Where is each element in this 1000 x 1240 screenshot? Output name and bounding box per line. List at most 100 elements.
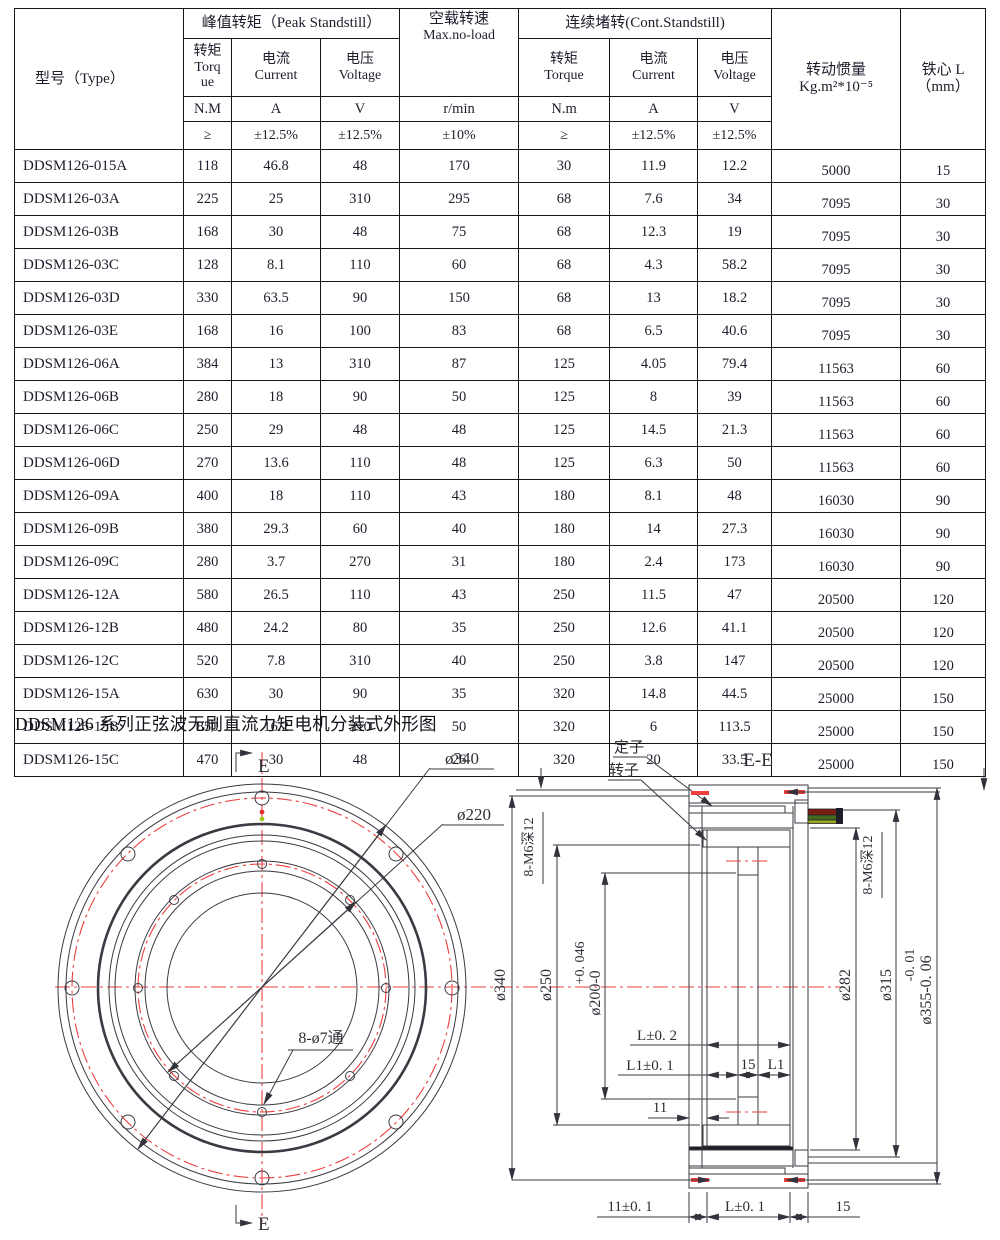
value-cell: 125 [518,446,611,480]
value-cell: 27.3 [697,512,773,546]
rotor-stem-bottom [737,1096,759,1126]
value-cell: 150 [900,743,987,777]
value-cell: 48 [319,743,401,777]
value-cell: 83 [399,314,520,348]
value-cell: 580 [183,578,232,612]
table-row: DDSM126-06A 384 13 310 87 125 4.05 79.4 11563 60 [14,347,987,381]
value-cell: 24.2 [231,611,321,645]
unit-cell: r/min [399,96,520,122]
value-cell: 470 [183,743,232,777]
unit-cell: A [609,96,699,122]
value-cell: 8.1 [231,248,321,282]
length-dims: L±0. 2 L1±0. 1 15 L1 11 11±0. 1 [597,1028,860,1223]
dim-L101-label: L1±0. 1 [626,1058,673,1074]
value-cell: 18 [231,479,321,513]
dim-1101-label: 11±0. 1 [607,1199,652,1215]
dim-200-tol-label: +0. 046 [573,942,588,985]
value-cell: 295 [399,182,520,216]
value-cell: 400 [183,479,232,513]
outer-bolt-holes [64,790,460,1186]
table-row: DDSM126-03D 330 63.5 90 150 68 13 18.2 7095 30 [14,281,987,315]
tolerance-cell: ±12.5% [697,121,773,150]
spec-table-body: DDSM126-015A 118 46.8 48 170 30 11.9 12.2 5000 15… [14,149,987,777]
section-mark-bottom: E [235,1205,270,1235]
header-cont-current: 电流 Current [609,38,699,97]
dim-355-label: ø355-0. 06 [918,955,935,1024]
header-inertia: 转动惯量 Kg.m²*10⁻⁵ [771,8,902,150]
inner-bolt-circle [137,863,387,1113]
dim-282-label: ø282 [837,969,854,1001]
value-cell: 18.2 [697,281,773,315]
value-cell: 25000 [771,743,902,777]
table-row: DDSM126-09A 400 18 110 43 180 8.1 48 16030 90 [14,479,987,513]
value-cell: 60 [900,413,987,447]
red-ref-dot [259,809,265,815]
value-cell: 30 [231,677,321,711]
unit-cell: N.M [183,96,232,122]
rotor-bottom-strip [688,1167,786,1175]
holes-note-label: 8-ø7通 [298,1029,343,1047]
model-cell: DDSM126-03D [14,281,184,315]
header-type: 型号（Type） [14,8,184,150]
table-row: DDSM126-09B 380 29.3 60 40 180 14 27.3 16030 90 [14,512,987,546]
value-cell: 68 [518,248,611,282]
table-row: DDSM126-03C 128 8.1 110 60 68 4.3 58.2 7095 30 [14,248,987,282]
tolerance-cell: ≥ [183,121,232,150]
value-cell: 13 [231,347,321,381]
value-cell: 43 [399,578,520,612]
value-cell: 480 [183,611,232,645]
stator-label: 定子 [614,739,644,756]
value-cell: 48 [319,149,401,183]
model-cell: DDSM126-03B [14,215,184,249]
value-cell: 30 [518,149,611,183]
dim-outer-label: ø340 [445,749,479,768]
value-cell: 31 [399,545,520,579]
model-cell: DDSM126-09A [14,479,184,513]
dim-inner-diameter: ø220 [167,805,504,1073]
value-cell: 225 [183,182,232,216]
value-cell: 180 [518,545,611,579]
value-cell: 25000 [771,710,902,744]
value-cell: 26 [399,743,520,777]
value-cell: 15 [900,149,987,183]
table-row: DDSM126-03A 225 25 310 295 68 7.6 34 7095 30 [14,182,987,216]
witness-lines [509,787,941,1185]
value-cell: 850 [183,710,232,744]
rotor-flange-bottom [702,1124,791,1147]
value-cell: 168 [183,314,232,348]
value-cell: 12.6 [609,611,699,645]
value-cell: 113.5 [697,710,773,744]
value-cell: 11563 [771,380,902,414]
value-cell: 48 [319,215,401,249]
value-cell: 48 [399,413,520,447]
drawing-caption: DDSM126 系列正弦波无刷直流力矩电机分装式外形图 [15,714,437,734]
value-cell: 250 [183,413,232,447]
value-cell: 3.7 [231,545,321,579]
value-cell: 29.3 [231,512,321,546]
value-cell: 19 [697,215,773,249]
value-cell: 128 [183,248,232,282]
table-row: DDSM126-09C 280 3.7 270 31 180 2.4 173 16030 90 [14,545,987,579]
value-cell: 30 [900,248,987,282]
dim-11-label: 11 [653,1100,667,1116]
dim-200-label: ø200-0 [587,970,604,1015]
value-cell: 47 [697,578,773,612]
header-cont-group: 连续堵转(Cont.Standstill) [518,8,773,39]
thread-note-right: 8-M6深12 [860,768,988,898]
value-cell: 520 [183,644,232,678]
dim-15-mid-label: 15 [741,1057,756,1073]
rotor-label: 转子 [609,762,639,779]
thread-note-label: 8-M6深12 [521,817,537,876]
tolerance-cell: ±12.5% [609,121,699,150]
value-cell: 7095 [771,248,902,282]
section-letter: E [258,1214,270,1235]
value-cell: 50 [697,446,773,480]
value-cell: 25 [231,182,321,216]
header-peak-current: 电流 Current [231,38,321,97]
value-cell: 310 [319,347,401,381]
value-cell: 40 [399,512,520,546]
rotor-right-piece-bottom [794,1149,809,1167]
rotor-top-strip [688,805,786,814]
value-cell: 16030 [771,512,902,546]
